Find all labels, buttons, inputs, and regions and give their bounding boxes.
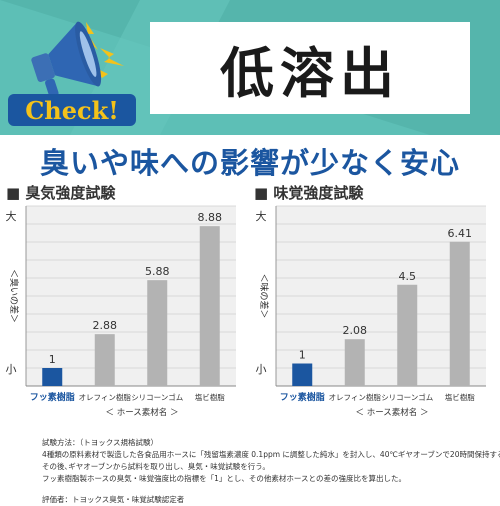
x-axis-label: ＜ ホース素材名 ＞ xyxy=(356,407,429,418)
data-label: 1 xyxy=(299,349,306,362)
scale-top-label: 大 xyxy=(6,209,17,223)
bar xyxy=(344,339,365,386)
x-axis-label: ＜ ホース素材名 ＞ xyxy=(106,407,179,418)
tick-label: フッ素樹脂 xyxy=(30,391,75,403)
data-label: 6.41 xyxy=(448,227,473,240)
data-label: 8.88 xyxy=(198,211,223,224)
tick-label: 塩ビ樹脂 xyxy=(445,392,475,402)
bar xyxy=(42,368,63,386)
bar xyxy=(94,334,115,386)
note-line: その後､ギヤオーブンから試料を取り出し、臭気・味覚試験を行う。 xyxy=(42,462,270,471)
megaphone-icon: Check! xyxy=(8,21,136,126)
note-line: 4種類の原料素材で製造した各食品用ホースに「残留塩素濃度 0.1ppm に調整し… xyxy=(42,450,500,459)
scale-bottom-label: 小 xyxy=(6,363,17,376)
data-label: 2.08 xyxy=(343,324,368,337)
note-line: 試験方法：（トヨックス規格試験） xyxy=(42,438,159,447)
tick-label: 塩ビ樹脂 xyxy=(195,392,225,402)
tick-label: シリコーンゴム xyxy=(131,392,183,402)
bar xyxy=(199,226,220,386)
note-evaluator: 評価者：トヨックス臭気・味覚試験認定者 xyxy=(42,495,185,504)
data-label: 4.5 xyxy=(399,270,417,283)
note-line: フッ素樹脂製ホースの臭気・味覚強度比の指標を「1」とし、その他素材ホースとの差の… xyxy=(42,474,406,483)
data-label: 2.88 xyxy=(93,319,118,332)
bar xyxy=(147,280,168,386)
tick-label: フッ素樹脂 xyxy=(280,391,325,403)
odor-chart-title: ■ 臭気強度試験 xyxy=(6,184,116,202)
tick-label: オレフィン樹脂 xyxy=(79,392,132,402)
odor-chart: 1 フッ素樹脂 2.88 オレフィン樹脂 5.88 シリコーンゴム 8.88 塩ビ樹脂 大 小… xyxy=(6,205,236,418)
tick-label: シリコーンゴム xyxy=(381,392,433,402)
scale-bottom-label: 小 xyxy=(256,363,267,376)
page-title: 低溶出 xyxy=(220,41,400,105)
taste-chart-title: ■ 味覚強度試験 xyxy=(254,184,364,202)
scale-axis-label: ＜味の差＞ xyxy=(258,273,270,318)
scale-top-label: 大 xyxy=(256,209,267,223)
bar xyxy=(449,241,470,386)
data-label: 5.88 xyxy=(145,265,170,278)
scale-axis-label: ＜臭いの差＞ xyxy=(8,269,20,323)
page-subtitle: 臭いや味への影響が少なく安心 xyxy=(39,146,460,180)
bar xyxy=(292,363,313,386)
title-box: 低溶出 xyxy=(150,22,470,114)
check-badge-text: Check! xyxy=(25,96,119,125)
tick-label: オレフィン樹脂 xyxy=(329,392,382,402)
test-method-notes: 試験方法：（トヨックス規格試験） 4種類の原料素材で製造した各食品用ホースに「残… xyxy=(42,437,500,506)
data-label: 1 xyxy=(49,353,56,366)
bar xyxy=(397,284,418,386)
